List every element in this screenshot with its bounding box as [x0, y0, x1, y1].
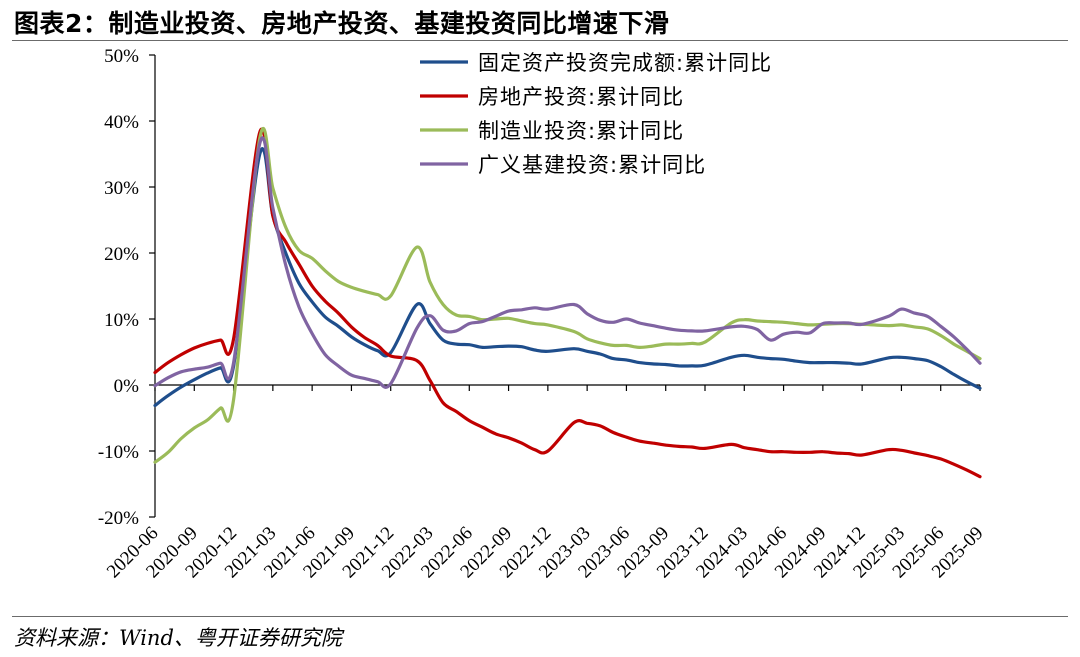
- source-note: 资料来源：Wind、粤开证券研究院: [14, 626, 342, 650]
- y-tick-label: 10%: [104, 310, 139, 331]
- y-tick-label: 30%: [104, 178, 139, 199]
- legend-label-2: 房地产投资:累计同比: [478, 85, 684, 109]
- series-line-2: [153, 127, 982, 479]
- y-tick-label: 40%: [104, 112, 139, 133]
- series-line-1: [153, 147, 982, 408]
- series-line-3: [153, 127, 982, 464]
- series-line-4: [153, 136, 982, 389]
- chart-title: 图表2：制造业投资、房地产投资、基建投资同比增速下滑: [14, 9, 670, 38]
- legend-label-1: 固定资产投资完成额:累计同比: [478, 51, 772, 75]
- chart-lines: [153, 127, 982, 479]
- y-tick-label: 50%: [104, 46, 139, 67]
- legend-label-4: 广义基建投资:累计同比: [478, 153, 706, 177]
- chart-legend: 固定资产投资完成额:累计同比房地产投资:累计同比制造业投资:累计同比广义基建投资…: [420, 51, 772, 177]
- y-tick-label: 20%: [104, 244, 139, 265]
- y-tick-label: 0%: [114, 376, 140, 397]
- bottom-divider: [12, 616, 1068, 617]
- top-divider: [12, 40, 1068, 41]
- y-tick-label: -20%: [98, 508, 139, 529]
- legend-label-3: 制造业投资:累计同比: [478, 119, 684, 143]
- y-tick-label: -10%: [98, 442, 139, 463]
